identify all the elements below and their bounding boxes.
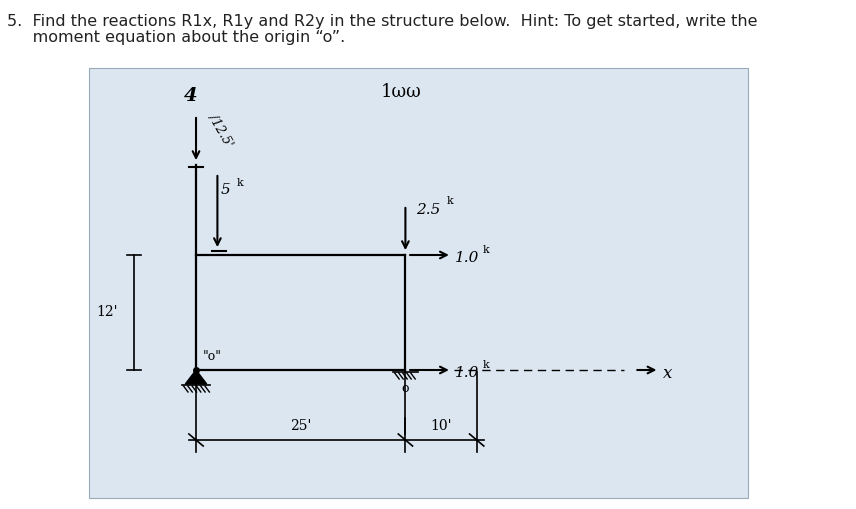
Text: k: k xyxy=(483,245,490,255)
Text: 12': 12' xyxy=(96,305,117,320)
Text: 25': 25' xyxy=(290,419,312,433)
Text: 1ωω: 1ωω xyxy=(381,83,421,101)
Text: "o": "o" xyxy=(203,350,223,362)
Text: /12.5': /12.5' xyxy=(206,111,235,149)
Bar xyxy=(89,68,748,498)
Text: k: k xyxy=(237,178,244,188)
Text: moment equation about the origin “o”.: moment equation about the origin “o”. xyxy=(7,30,345,45)
Text: x: x xyxy=(663,365,672,382)
Text: 2.5: 2.5 xyxy=(416,203,441,217)
Text: 5.  Find the reactions R1x, R1y and R2y in the structure below.  Hint: To get st: 5. Find the reactions R1x, R1y and R2y i… xyxy=(7,14,758,29)
Text: k: k xyxy=(446,196,453,206)
Text: 5: 5 xyxy=(221,183,231,197)
Polygon shape xyxy=(186,370,206,384)
Text: 1.0: 1.0 xyxy=(455,366,479,380)
Text: k: k xyxy=(483,360,490,370)
Text: 10': 10' xyxy=(431,419,452,433)
Text: 1.0: 1.0 xyxy=(455,251,479,265)
Text: o: o xyxy=(401,382,409,394)
Text: 4: 4 xyxy=(184,87,198,105)
